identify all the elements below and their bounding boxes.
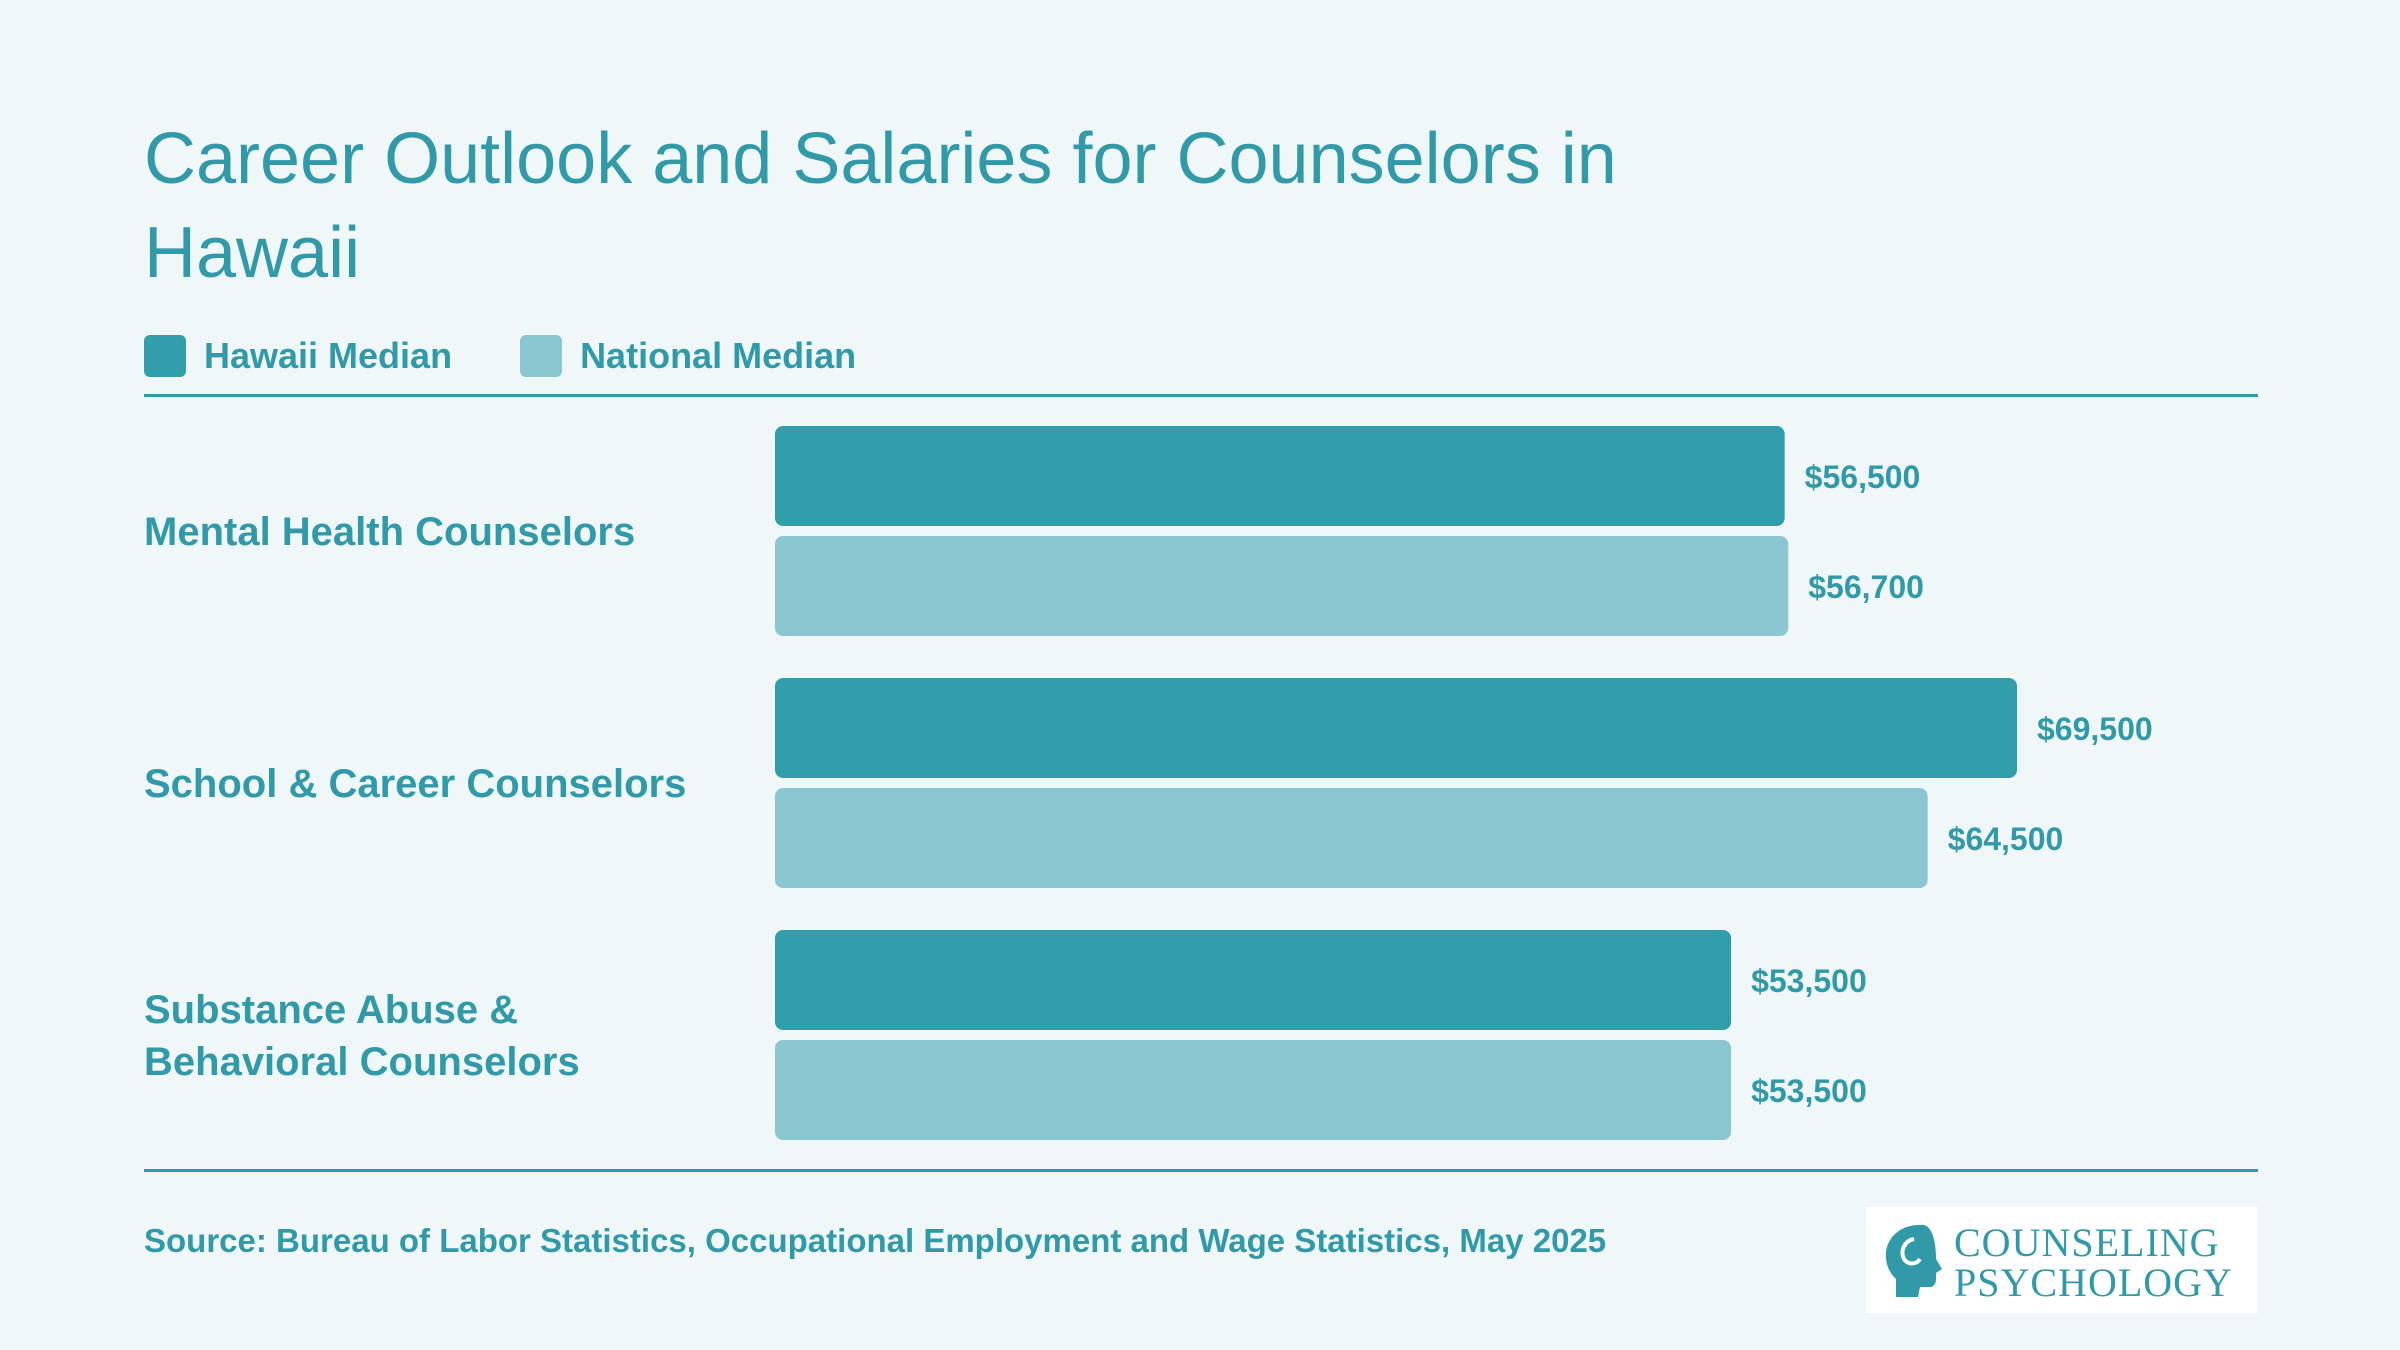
bar-substance-abuse-and-behavioral-counselors-hawaii-median <box>775 930 1732 1030</box>
bar-substance-abuse-and-behavioral-counselors-national-median <box>775 1040 1732 1140</box>
counseling-psychology-logo: COUNSELING PSYCHOLOGY <box>1866 1207 2258 1313</box>
value-label-school-and-career-counselors-national-median: $64,500 <box>1948 821 2064 857</box>
legend-swatch-national <box>520 335 563 377</box>
bar-school-and-career-counselors-national-median <box>775 788 1928 888</box>
value-label-mental-health-counselors-hawaii-median: $56,500 <box>1805 459 1921 495</box>
category-label-school-and-career-counselors: School & Career Counselors <box>144 762 686 806</box>
source-note: Source: Bureau of Labor Statistics, Occu… <box>144 1222 1607 1259</box>
legend-item-national: National Median <box>520 335 856 377</box>
head-profile-icon <box>1885 1224 1942 1297</box>
divider-bottom <box>144 1169 2258 1172</box>
legend-item-hawaii: Hawaii Median <box>144 335 452 377</box>
value-label-substance-abuse-and-behavioral-counselors-hawaii-median: $53,500 <box>1751 963 1867 999</box>
divider-top <box>144 394 2258 397</box>
legend-swatch-hawaii <box>144 335 186 377</box>
value-label-school-and-career-counselors-hawaii-median: $69,500 <box>2037 711 2153 747</box>
chart-title: Career Outlook and Salaries for Counselo… <box>144 119 1617 293</box>
value-label-substance-abuse-and-behavioral-counselors-national-median: $53,500 <box>1751 1073 1867 1109</box>
logo-text-line2: PSYCHOLOGY <box>1954 1260 2233 1305</box>
category-label-substance-abuse-and-behavioral-counselors: Substance Abuse & Behavioral Counselors <box>144 988 580 1084</box>
value-label-mental-health-counselors-national-median: $56,700 <box>1808 569 1924 605</box>
bar-mental-health-counselors-hawaii-median <box>775 426 1785 526</box>
legend: Hawaii Median National Median <box>144 334 924 378</box>
legend-label-hawaii: Hawaii Median <box>204 335 453 376</box>
bar-mental-health-counselors-national-median <box>775 536 1789 636</box>
legend-label-national: National Median <box>580 335 857 376</box>
category-label-mental-health-counselors: Mental Health Counselors <box>144 510 635 554</box>
bar-school-and-career-counselors-hawaii-median <box>775 678 2017 778</box>
logo-text-line1: COUNSELING <box>1954 1220 2220 1265</box>
